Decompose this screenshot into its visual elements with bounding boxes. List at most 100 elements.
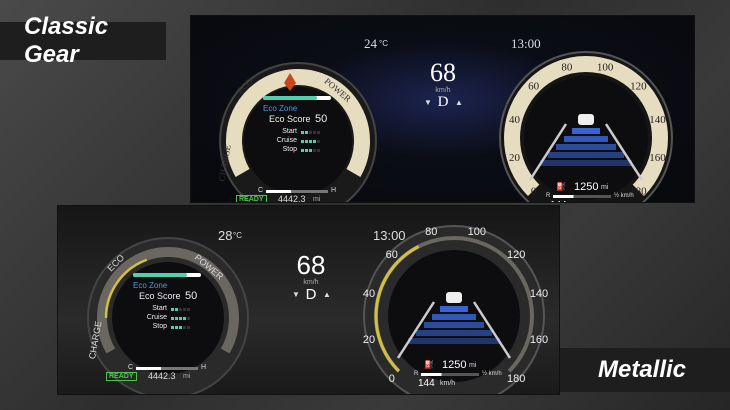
- rating-segment: [171, 326, 174, 329]
- rating-label: Cruise: [146, 314, 167, 321]
- gauges-graphic: 0 20 40 60 80 100 120 140 160 180: [87, 225, 548, 394]
- lane-assist-band: [432, 314, 476, 320]
- rating-label: Start: [152, 305, 167, 312]
- speed-readout: 68: [296, 250, 326, 280]
- speedo-tick-label: 100: [468, 226, 486, 238]
- rating-label: Stop: [152, 323, 167, 330]
- rating-segment: [301, 149, 304, 152]
- lane-assist-band: [548, 152, 624, 158]
- style-label-metallic: Metallic: [560, 348, 730, 392]
- dashboard-metallic: 0 20 40 60 80 100 120 140 160 180 28 °C 13:00 68 km/h D…: [57, 205, 560, 395]
- rating-segment: [301, 131, 304, 134]
- temperature: 24: [364, 36, 377, 51]
- lane-assist-band: [564, 136, 608, 142]
- clock: 13:00: [511, 36, 541, 51]
- speed-arc-indicator: [374, 245, 420, 373]
- hybrid-gauge-dial: [97, 247, 239, 354]
- rating-segment: [305, 131, 308, 134]
- speedo-tick-label: 100: [597, 62, 614, 74]
- speedo-tick-label: 180: [507, 373, 525, 385]
- rating-segment: [305, 149, 308, 152]
- speedo-tick-label: 0: [531, 185, 537, 197]
- fuel-icon: ⛽: [424, 360, 434, 369]
- range-unit: mi: [601, 184, 609, 191]
- temp-gauge-h: H: [201, 364, 207, 371]
- speedo-tick-label: 120: [630, 81, 647, 93]
- rating-segment: [187, 326, 190, 329]
- average-speed-unit: km/h: [440, 380, 456, 387]
- rating-label: Start: [282, 128, 297, 135]
- clock: 13:00: [373, 228, 406, 243]
- rating-segment: [309, 131, 312, 134]
- style-label-classic-gear: Classic Gear: [0, 13, 166, 68]
- lane-line-left: [396, 301, 436, 359]
- range-value: 1250: [574, 181, 599, 193]
- rating-segment: [171, 317, 174, 320]
- rating-segment: [187, 308, 190, 311]
- lane-assist-band: [408, 338, 500, 344]
- average-speed: 144: [418, 378, 435, 389]
- rating-segment: [183, 317, 186, 320]
- temperature-unit: °C: [233, 231, 242, 240]
- car-icon: [446, 292, 462, 303]
- range-bar: [421, 373, 479, 376]
- rating-segment: [309, 140, 312, 143]
- speedo-tick-label: 160: [530, 334, 548, 346]
- speedo-tick-label: 140: [649, 114, 666, 126]
- gear-down-arrow: ▼: [292, 290, 300, 299]
- speedo-tick-label: 180: [630, 185, 647, 197]
- fuel-icon: ⛽: [556, 182, 566, 191]
- lane-line-right: [604, 123, 644, 181]
- speedo-tick-label: 60: [386, 249, 398, 261]
- speedo-tick-label: 160: [649, 152, 666, 164]
- average-speed: 144: [550, 200, 567, 202]
- speedo-tick-label: 120: [507, 249, 525, 261]
- speedo-tick-label: 0: [389, 373, 395, 385]
- eco-zone-label: Eco Zone: [133, 281, 168, 290]
- speedo-tick-label: 40: [509, 114, 521, 126]
- eco-bar: [263, 96, 331, 100]
- average-speed-unit: km/h: [572, 202, 587, 203]
- temperature: 28: [218, 228, 233, 243]
- coolant-bar: [266, 190, 328, 193]
- rating-segment: [171, 308, 174, 311]
- temp-gauge-c: C: [128, 364, 134, 371]
- gear-indicator: D: [305, 286, 317, 303]
- rating-segment: [317, 131, 320, 134]
- hybrid-gauge-face: [244, 87, 352, 195]
- lane-assist-band: [440, 306, 468, 312]
- speedo-tick-label: 40: [363, 288, 375, 300]
- lane-assist-band: [556, 144, 616, 150]
- lane-assist-band: [424, 322, 484, 328]
- range-gauge-max: ½ km/h: [482, 371, 502, 377]
- range-bar: [553, 195, 611, 198]
- lane-assist-band: [572, 128, 600, 134]
- range-gauge-r: R: [414, 371, 419, 377]
- eco-bar-fill: [263, 96, 318, 100]
- eco-bar-fill: [133, 273, 188, 277]
- odometer-unit: mi: [313, 196, 321, 203]
- range-value: 1250: [442, 359, 467, 371]
- eco-arc-indicator: [104, 258, 148, 319]
- rating-segment: [175, 326, 178, 329]
- rating-segment: [179, 326, 182, 329]
- speedo-tick-label: 140: [530, 288, 548, 300]
- speed-unit: km/h: [303, 279, 319, 286]
- lane-line-left: [528, 123, 568, 181]
- odometer: 4442.3: [278, 194, 306, 203]
- range-gauge-r: R: [546, 193, 551, 199]
- rating-segment: [317, 140, 320, 143]
- rating-segment: [175, 308, 178, 311]
- odometer-unit: mi: [183, 373, 191, 380]
- temperature-unit: °C: [379, 39, 388, 48]
- eco-score-label: Eco Score: [269, 114, 311, 124]
- car-icon: [578, 114, 594, 125]
- rating-segment: [309, 149, 312, 152]
- rating-label: Cruise: [276, 137, 297, 144]
- rating-segment: [179, 317, 182, 320]
- odometer: 4442.3: [148, 371, 176, 381]
- rating-segment: [305, 140, 308, 143]
- hybrid-gauge-dial: [226, 69, 370, 177]
- rating-segment: [317, 149, 320, 152]
- hybrid-gauge-face: [112, 262, 224, 374]
